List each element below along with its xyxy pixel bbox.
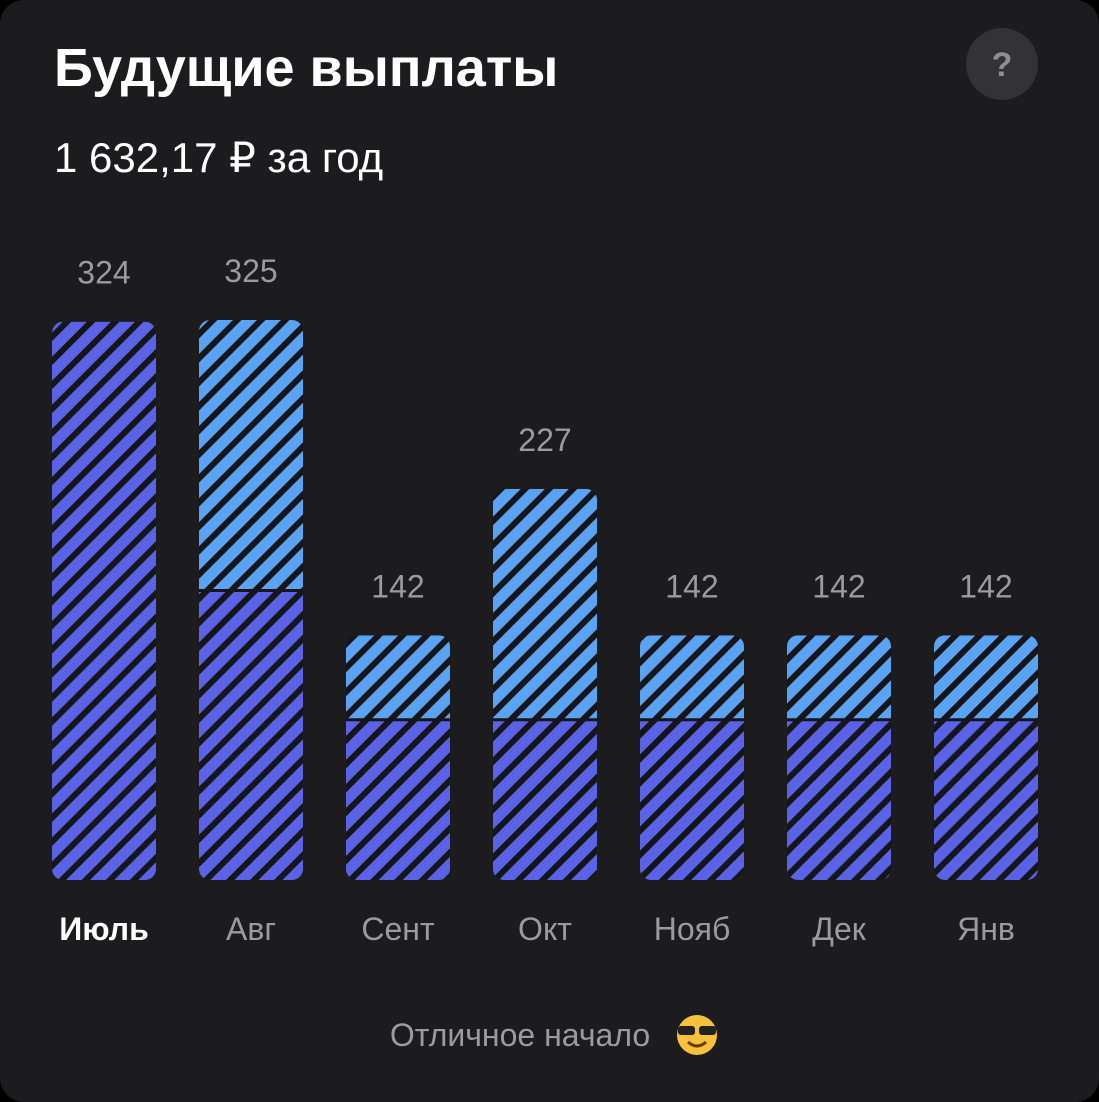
x-tick-label: Нояб [654,911,731,947]
bar-segment [52,321,156,880]
bar-segment [787,635,891,720]
emoji [677,1015,717,1055]
bar-segment [346,635,450,720]
emoji-mouth [687,1040,707,1048]
bar-segment [199,320,303,591]
emoji-face [677,1015,717,1055]
x-tick-label: Авг [226,911,276,947]
value-label: 227 [518,422,571,458]
help-button[interactable]: ? [966,28,1038,100]
bar-group [52,321,156,880]
bar-segment [934,635,1038,720]
bar-segment [934,719,1038,880]
bar-group [346,635,450,880]
x-tick-label: Янв [957,911,1015,947]
help-circle[interactable] [966,28,1038,100]
bar-segment [640,719,744,880]
footer-text: Отличное начало [390,1017,650,1053]
value-label: 142 [812,568,865,604]
x-tick-label: Июль [59,911,149,947]
value-label: 325 [224,253,277,289]
bar-segment [493,719,597,880]
bar-segment [640,635,744,720]
bar-group [199,320,303,880]
bar-group [640,635,744,880]
emoji-glasses [678,1026,695,1035]
bar-group [787,635,891,880]
bar-group [493,488,597,880]
bar-segment [199,590,303,880]
x-tick-label: Дек [812,911,866,947]
bar-segment [346,719,450,880]
help-label[interactable]: ? [992,46,1013,84]
value-label: 324 [77,255,130,291]
value-label: 142 [371,568,424,604]
chart-title: Будущие выплаты [54,38,558,98]
bar-group [934,635,1038,880]
emoji-glasses [699,1026,716,1035]
x-tick-label: Сент [361,911,435,947]
x-tick-label: Окт [518,911,572,947]
chart-subtitle: 1 632,17 ₽ за год [54,134,383,181]
value-label: 142 [959,568,1012,604]
value-label: 142 [665,568,718,604]
bar-segment [787,719,891,880]
bar-segment [493,488,597,720]
